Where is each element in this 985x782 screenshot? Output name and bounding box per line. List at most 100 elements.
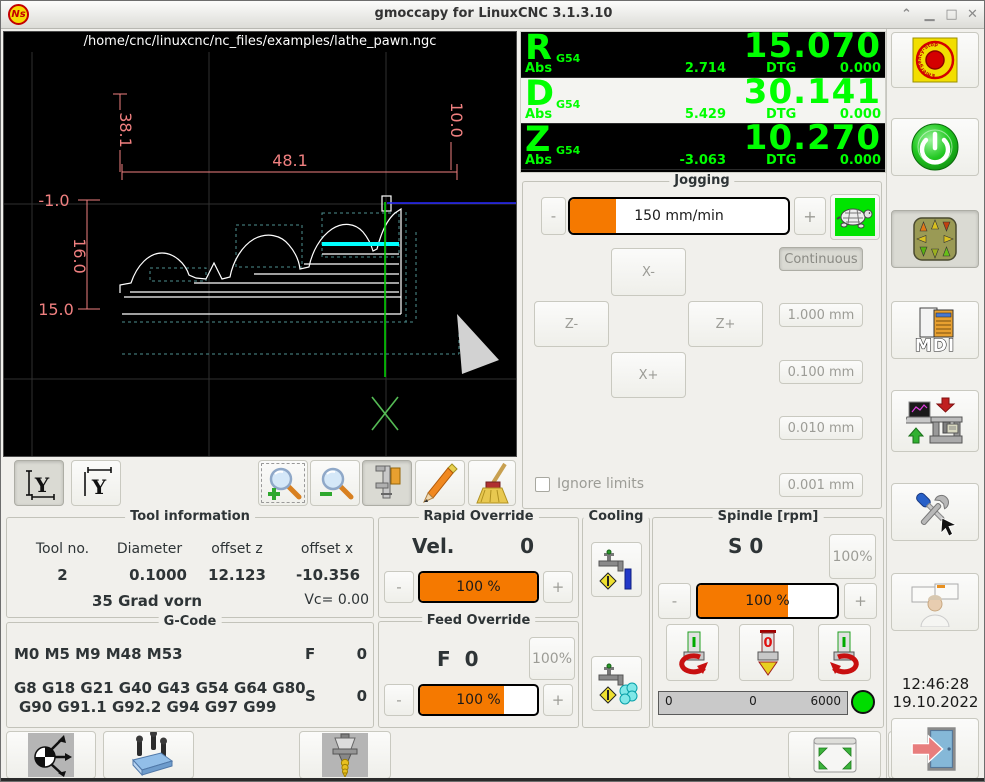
flood-coolant-icon [598, 663, 637, 704]
clock: 12:46:28 19.10.2022 [887, 675, 984, 711]
dro-dtg-label: DTG [766, 61, 797, 76]
jog-speed-bar[interactable]: 150 mm/min [568, 197, 790, 235]
active-g-codes-2: G90 G91.1 G92.2 G94 G97 G99 [19, 698, 277, 716]
jog-increment-0001mm[interactable]: 0.001 mm [779, 473, 863, 497]
feed-override-frame: Feed Override F 0 [378, 613, 579, 728]
spindle-override-bar[interactable]: 100 % [696, 583, 839, 619]
minimize-icon[interactable]: ▁ [924, 7, 935, 22]
rpm-max: 6000 [810, 694, 841, 708]
feed-minus-button[interactable]: - [384, 684, 414, 716]
feed-override-bar[interactable]: 100 % [418, 684, 539, 716]
manual-mode-button[interactable] [891, 210, 979, 268]
touch-plate-icon [131, 732, 173, 777]
run-program-icon [906, 397, 963, 444]
spindle-stop-button[interactable]: 0 [739, 624, 794, 681]
gremlin-preview[interactable]: /home/cnc/linuxcnc/nc_files/examples/lat… [3, 31, 517, 457]
jog-increment-01mm[interactable]: 0.100 mm [779, 360, 863, 384]
dro-abs-label: Abs [525, 153, 553, 168]
dimension-y-icon: Y [26, 470, 55, 500]
spindle-cw-icon [829, 631, 859, 674]
rapid-plus-button[interactable]: + [543, 571, 573, 603]
rapid-override-title: Rapid Override [418, 509, 539, 524]
svg-text:MDI: MDI [915, 336, 955, 355]
spindle-minus-button[interactable]: - [658, 583, 691, 619]
feed-override-title: Feed Override [421, 613, 536, 628]
settings-button[interactable] [891, 483, 979, 541]
tool-cone [457, 314, 499, 374]
clear-plot-button[interactable] [468, 460, 516, 506]
estop-button[interactable]: Emergency-Stop [891, 32, 979, 88]
jog-increment-001mm[interactable]: 0.010 mm [779, 416, 863, 440]
spindle-at-speed-led [851, 690, 875, 714]
spindle-right-button[interactable] [818, 624, 871, 681]
spindle-override-value: 100 % [745, 593, 790, 609]
jog-speed-minus-button[interactable]: - [541, 197, 566, 235]
flood-coolant-button[interactable] [591, 656, 642, 711]
mdi-mode-button[interactable]: MDI [891, 301, 979, 359]
titlebar: Ns gmoccapy for LinuxCNC 3.1.3.10 ⌃ ▁ □ … [1, 1, 984, 29]
dro-dtg-label: DTG [766, 153, 797, 168]
diameter-header: Diameter [116, 541, 183, 557]
exit-door-icon [911, 726, 956, 771]
vel-label: Vel. [412, 534, 455, 558]
dro-table[interactable]: R G54 15.070 Abs 2.714 DTG 0.000 D G54 3… [520, 26, 886, 173]
broom-icon [476, 462, 509, 504]
jog-x-plus-button[interactable]: X+ [611, 352, 686, 398]
shade-window-icon[interactable]: ⌃ [901, 7, 912, 22]
jog-speed-value: 150 mm/min [634, 208, 724, 224]
pencil-icon [423, 463, 458, 503]
dro-abs-value: 5.429 [684, 107, 726, 122]
maximize-icon[interactable]: □ [945, 7, 958, 22]
jogging-title: Jogging [669, 173, 735, 188]
dro-coord-system: G54 [556, 98, 581, 111]
rpm-current: 0 [749, 694, 757, 708]
spindle-reset-button[interactable]: 100% [829, 534, 876, 579]
jogging-frame: Jogging [522, 173, 882, 509]
jog-increment-1mm[interactable]: 1.000 mm [779, 303, 863, 327]
machine-on-button[interactable] [891, 118, 979, 176]
rapid-minus-button[interactable]: - [384, 571, 414, 603]
user-settings-button[interactable] [891, 573, 979, 631]
close-icon[interactable]: ✕ [967, 7, 978, 22]
spindle-left-button[interactable] [666, 624, 719, 681]
mdi-icon: MDI [914, 307, 955, 355]
toolpath-plot: 38.1 48.1 10.0 -1.0 16.0 15.0 [4, 52, 516, 456]
dim-48-label: 48.1 [272, 151, 308, 170]
zoom-out-icon [320, 467, 354, 500]
zoom-in-icon [268, 467, 302, 500]
dimension-offsets-button[interactable]: Y [71, 460, 121, 506]
zoom-in-button[interactable] [258, 460, 308, 506]
zoom-out-button[interactable] [310, 460, 360, 506]
active-g-codes-1: G8 G18 G21 G40 G43 G54 G64 G80 [14, 679, 306, 697]
dro-row-d[interactable]: D G54 30.141 Abs 5.429 DTG 0.000 [521, 72, 885, 124]
power-icon [911, 123, 959, 171]
fullscreen-button[interactable] [788, 731, 881, 779]
dimension-display-button[interactable]: Y [14, 460, 64, 506]
tool-change-button[interactable] [299, 731, 391, 779]
edit-gcode-button[interactable] [415, 460, 465, 506]
dro-value: 15.070 [743, 26, 881, 66]
fullscreen-icon [813, 737, 856, 773]
dro-abs-label: Abs [525, 61, 553, 76]
jog-z-minus-button[interactable]: Z- [534, 301, 609, 347]
dro-dtg-label: DTG [766, 107, 797, 122]
dro-row-r[interactable]: R G54 15.070 Abs 2.714 DTG 0.000 [521, 26, 885, 78]
dimension-tool-button[interactable] [362, 460, 412, 506]
exit-button[interactable] [891, 718, 979, 779]
spindle-plus-button[interactable]: + [844, 583, 877, 619]
mist-coolant-button[interactable] [591, 542, 642, 597]
jog-z-plus-button[interactable]: Z+ [688, 301, 763, 347]
feed-reset-button[interactable]: 100% [529, 637, 575, 680]
ignore-limits-checkbox[interactable] [535, 477, 550, 492]
feed-plus-button[interactable]: + [543, 684, 573, 716]
dro-row-z[interactable]: Z G54 10.270 Abs -3.063 DTG 0.000 [521, 118, 885, 170]
turtle-jog-button[interactable] [830, 194, 880, 240]
vel-value: 0 [520, 534, 534, 558]
rapid-override-bar[interactable]: 100 % [418, 571, 539, 603]
jog-increment-continuous[interactable]: Continuous [779, 247, 863, 271]
jog-speed-plus-button[interactable]: + [794, 197, 826, 235]
block-height-button[interactable] [103, 731, 194, 779]
auto-mode-button[interactable] [891, 390, 979, 452]
touch-off-button[interactable] [6, 731, 96, 779]
jog-x-minus-button[interactable]: X- [611, 248, 686, 296]
